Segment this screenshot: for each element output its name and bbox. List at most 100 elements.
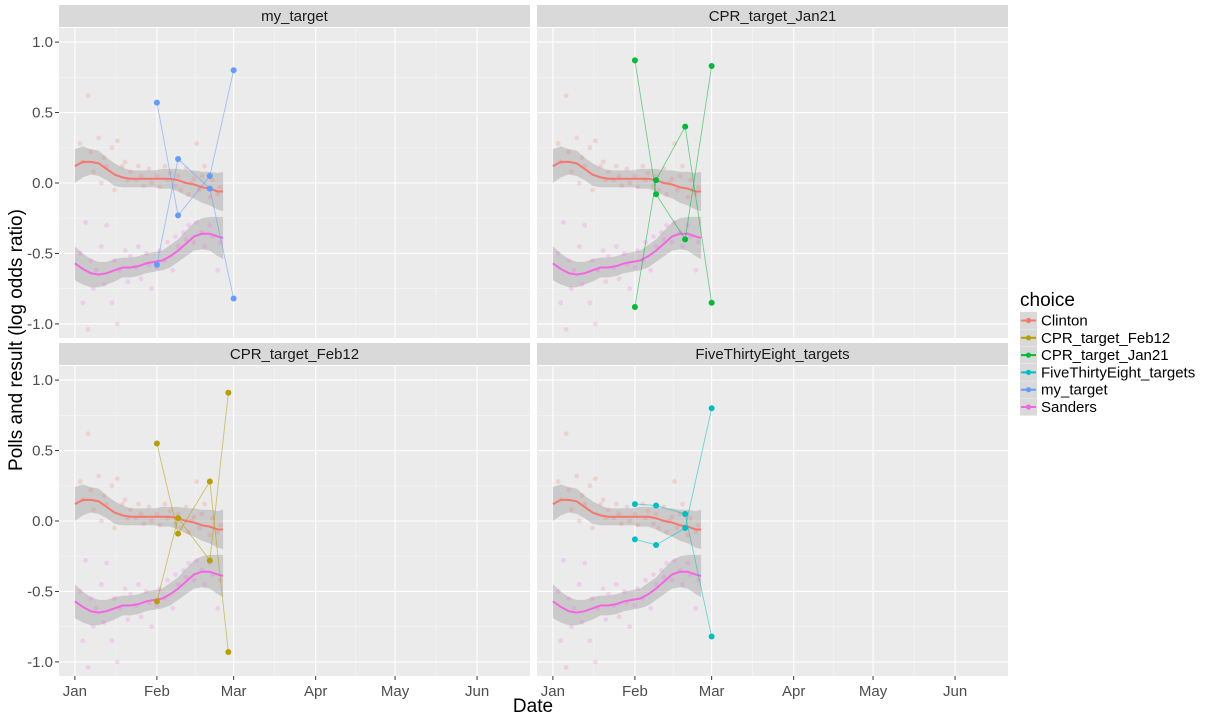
sanders-poll-point	[215, 267, 221, 273]
clinton-poll-point	[696, 522, 701, 528]
target-point-sanders	[708, 299, 715, 306]
sanders-poll-point	[616, 276, 622, 282]
sanders-poll-point	[215, 605, 221, 611]
sanders-poll-point	[669, 239, 675, 245]
sanders-smooth-line	[74, 232, 224, 276]
target-point-sanders	[230, 67, 237, 74]
target-point-clinton	[206, 185, 213, 192]
sanders-poll-point	[561, 558, 566, 563]
sanders-poll-point	[154, 603, 160, 608]
clinton-poll-point	[77, 141, 83, 146]
clinton-poll-point	[157, 184, 162, 190]
legend-key-point	[1025, 404, 1032, 410]
target-line-sanders	[156, 70, 235, 217]
sanders-poll-point	[582, 222, 588, 228]
clinton-poll-point	[563, 93, 569, 99]
clinton-poll-point	[202, 501, 207, 507]
sanders-poll-point	[592, 659, 598, 665]
clinton-poll-point	[672, 479, 677, 484]
clinton-poll-point	[167, 508, 173, 514]
clinton-poll-point	[101, 493, 107, 499]
legend-key-point	[1025, 335, 1032, 341]
target-point-clinton	[653, 502, 660, 509]
y-tick-label: 0.5	[32, 443, 53, 460]
facet-strip	[59, 343, 530, 365]
clinton-poll-point	[141, 521, 147, 527]
sanders-poll-point	[173, 234, 178, 239]
clinton-poll-point	[598, 501, 603, 507]
clinton-poll-point	[88, 487, 94, 493]
sanders-poll-point	[568, 286, 574, 292]
clinton-poll-point	[600, 497, 606, 503]
target-point-clinton	[175, 156, 182, 163]
clinton-poll-point	[162, 501, 168, 507]
sanders-poll-point	[149, 624, 155, 630]
sanders-smooth-line	[74, 570, 224, 614]
sanders-poll-point	[576, 582, 582, 587]
target-point-sanders	[631, 536, 638, 543]
target-point-sanders	[206, 557, 213, 564]
x-tick-label: Feb	[144, 683, 170, 700]
clinton-poll-point	[574, 473, 580, 479]
sanders-poll-point	[600, 586, 606, 592]
clinton-poll-point	[555, 479, 561, 484]
sanders-poll-point	[696, 239, 701, 245]
sanders-poll-point	[680, 582, 685, 587]
legend-key-point	[1025, 352, 1032, 358]
clinton-poll-point	[613, 163, 619, 169]
clinton-poll-point	[77, 479, 83, 484]
sanders-poll-point	[109, 300, 115, 306]
sanders-poll-point	[587, 300, 593, 306]
clinton-poll-point	[85, 431, 91, 437]
clinton-poll-point	[696, 184, 701, 190]
sanders-poll-point	[632, 603, 638, 608]
facet-panel: FiveThirtyEight_targets Jan Feb Mar Apr May Ju…	[537, 343, 1008, 700]
clinton-poll-point	[199, 511, 205, 517]
legend-label: CPR_target_Feb12	[1041, 330, 1170, 347]
target-point-clinton	[230, 295, 237, 302]
target-line-clinton	[634, 503, 713, 637]
clinton-poll-point	[579, 493, 585, 499]
clinton-poll-point	[624, 166, 630, 172]
target-point-sanders	[153, 99, 160, 106]
target-line-clinton	[156, 443, 229, 653]
target-point-clinton	[631, 501, 638, 508]
x-tick-label: May	[381, 683, 410, 700]
sanders-poll-point	[600, 248, 606, 254]
sanders-poll-point	[627, 624, 633, 630]
sanders-poll-point	[658, 229, 664, 235]
x-tick-label: Apr	[782, 683, 805, 700]
facet-panels: my_target 1.0 0.5 0.0 -0.5 -1.0 CPR_target_Jan…	[27, 5, 1008, 700]
facet-panel: my_target 1.0 0.5 0.0 -0.5 -1.0	[27, 5, 530, 338]
target-point-clinton	[153, 440, 160, 447]
sanders-poll-point	[114, 659, 120, 665]
clinton-poll-point	[154, 511, 160, 517]
clinton-poll-point	[590, 525, 595, 531]
clinton-poll-point	[613, 501, 619, 507]
sanders-poll-point	[621, 589, 627, 594]
clinton-poll-point	[114, 476, 120, 482]
sanders-poll-point	[104, 222, 110, 228]
legend-title: choice	[1020, 290, 1075, 311]
clinton-poll-point	[576, 180, 582, 186]
clinton-poll-point	[98, 180, 104, 186]
x-tick-label: Jun	[465, 683, 489, 700]
target-point-sanders	[682, 525, 689, 532]
sanders-poll-point	[651, 234, 656, 239]
sanders-poll-point	[680, 244, 685, 249]
clinton-smooth-line	[74, 498, 224, 531]
sanders-poll-point	[98, 582, 104, 587]
clinton-poll-point	[674, 525, 680, 531]
clinton-smooth-line	[552, 160, 702, 193]
clinton-poll-point	[191, 176, 197, 182]
sanders-poll-point	[566, 258, 572, 263]
clinton-poll-point	[616, 173, 622, 179]
sanders-poll-point	[191, 239, 197, 245]
clinton-poll-point	[568, 169, 574, 175]
clinton-poll-point	[669, 176, 675, 182]
x-tick-label: Apr	[304, 683, 327, 700]
sanders-poll-point	[207, 222, 213, 228]
clinton-poll-point	[568, 507, 574, 513]
target-point-sanders	[225, 389, 232, 396]
y-tick-label: 1.0	[32, 372, 53, 389]
